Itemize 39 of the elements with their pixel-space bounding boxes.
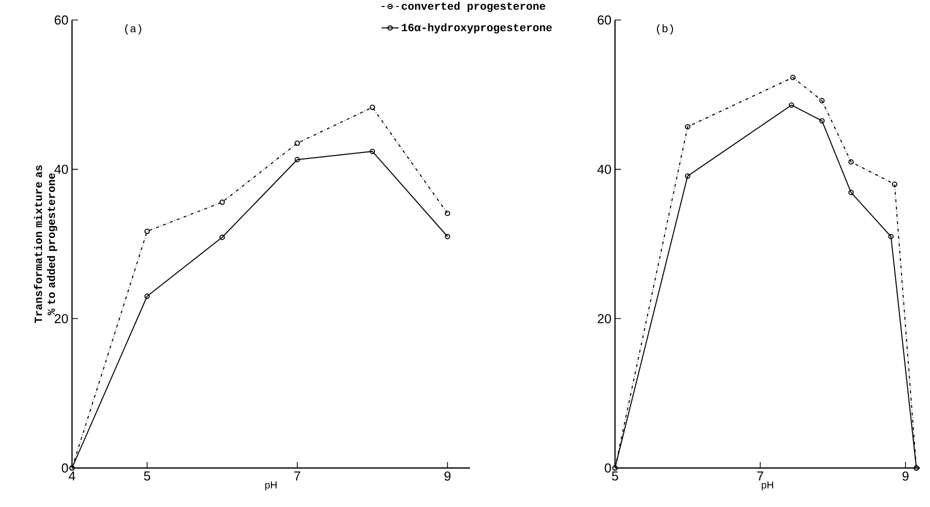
point <box>294 156 300 162</box>
y-tick-label: 0 <box>62 463 68 473</box>
point <box>790 74 796 80</box>
point <box>294 140 300 146</box>
point <box>848 190 854 196</box>
chart-title: (b) <box>656 24 674 34</box>
point <box>370 104 376 110</box>
chart-title: (a) <box>125 24 142 34</box>
x-tick-label: 5 <box>144 472 150 481</box>
legend-label: 16α-hydroxyprogesterone <box>402 23 552 34</box>
x-axis-title: pH <box>762 482 774 490</box>
y-tick-label: 60 <box>54 15 68 25</box>
y-tick-label: 40 <box>597 164 611 174</box>
point <box>788 102 794 108</box>
point <box>892 182 898 187</box>
point <box>848 159 854 165</box>
point <box>220 199 225 205</box>
point <box>444 210 450 216</box>
legend-label: converted progesterone <box>402 2 546 12</box>
x-tick-label: 9 <box>902 472 908 481</box>
y-tick-label: 40 <box>54 164 68 174</box>
x-tick-label: 7 <box>757 472 764 480</box>
point <box>819 98 825 104</box>
point <box>888 234 894 240</box>
x-tick-label: 5 <box>612 472 618 481</box>
y-tick-label: 20 <box>598 314 611 324</box>
x-tick-label: 7 <box>294 472 300 480</box>
point <box>819 118 825 124</box>
point <box>684 173 690 179</box>
y-tick-label: 60 <box>598 15 611 25</box>
y-tick-label: 0 <box>604 463 611 473</box>
point <box>144 294 150 299</box>
x-tick-label: 4 <box>68 472 76 480</box>
point <box>684 124 690 130</box>
point <box>370 148 376 154</box>
x-tick-label: 9 <box>444 472 450 481</box>
x-axis-title: pH <box>265 482 277 490</box>
point <box>144 228 150 234</box>
point <box>220 234 225 240</box>
